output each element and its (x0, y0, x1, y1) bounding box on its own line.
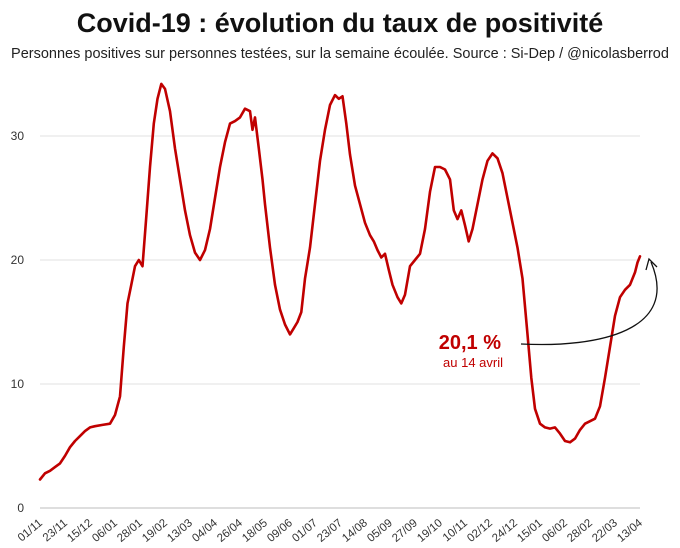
x-tick-label: 13/03 (165, 517, 195, 545)
annotation-arrow (520, 261, 658, 346)
x-tick-label: 14/08 (340, 517, 370, 545)
x-tick-label: 01/11 (16, 517, 45, 544)
x-tick-label: 05/09 (365, 517, 395, 545)
x-tick-label: 28/01 (115, 517, 145, 545)
annotation-date: au 14 avril (443, 355, 503, 370)
x-tick-label: 10/11 (441, 517, 470, 544)
gridlines (40, 135, 640, 509)
x-tick-label: 27/09 (390, 517, 420, 545)
chart-subtitle: Personnes positives sur personnes testée… (11, 46, 669, 62)
x-tick-label: 02/12 (465, 517, 495, 545)
x-tick-label: 26/04 (215, 517, 245, 545)
x-tick-label: 24/12 (490, 517, 520, 545)
series-line-positivity (38, 82, 642, 481)
x-tick-label: 28/02 (565, 517, 595, 545)
y-tick-label: 0 (17, 501, 24, 515)
x-tick-label: 15/01 (515, 517, 545, 545)
x-tick-label: 23/07 (315, 517, 345, 545)
x-axis: 01/1123/1115/1206/0128/0119/0213/0304/04… (16, 517, 646, 545)
x-tick-label: 22/03 (590, 517, 620, 545)
annotation-value: 20,1 % (439, 332, 501, 354)
x-tick-label: 06/01 (90, 517, 120, 545)
x-tick-label: 04/04 (190, 517, 220, 545)
y-tick-label: 20 (11, 253, 25, 267)
x-tick-label: 01/07 (290, 517, 320, 545)
chart-title: Covid-19 : évolution du taux de positivi… (76, 8, 604, 38)
arrowhead-icon (645, 257, 658, 271)
x-tick-label: 09/06 (265, 517, 295, 545)
x-tick-label: 15/12 (65, 517, 95, 545)
x-tick-label: 19/02 (140, 517, 170, 545)
y-tick-label: 10 (11, 377, 25, 391)
x-tick-label: 13/04 (615, 517, 645, 545)
y-tick-label: 30 (11, 129, 25, 143)
x-tick-label: 06/02 (540, 517, 570, 545)
x-tick-label: 23/11 (41, 517, 70, 544)
x-tick-label: 18/05 (240, 517, 270, 545)
y-axis: 0 10 20 30 (11, 129, 25, 515)
x-tick-label: 19/10 (415, 517, 445, 545)
annotation: 20,1 % au 14 avril (439, 257, 658, 370)
